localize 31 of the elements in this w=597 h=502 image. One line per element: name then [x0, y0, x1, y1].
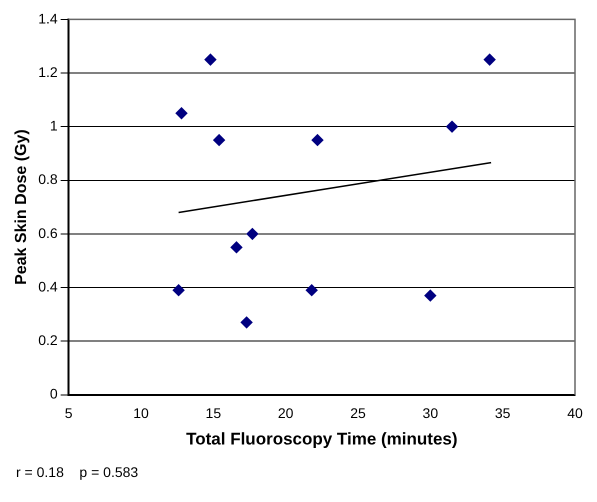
x-tick-label: 20 [278, 405, 294, 422]
point [306, 284, 318, 296]
x-tick-label: 15 [206, 405, 222, 422]
y-tick-label: 0.8 [38, 171, 58, 188]
y-tick-label: 0 [50, 386, 58, 402]
point [424, 290, 436, 302]
x-tick-label: 25 [350, 405, 366, 422]
text: r = 0.18 p = 0.583 [16, 464, 140, 480]
point [213, 134, 226, 146]
point [240, 316, 253, 328]
y-tick-label: 1 [50, 118, 58, 134]
y-tick-label: 1.4 [38, 10, 58, 26]
x-tick-label: 30 [422, 405, 438, 422]
point [246, 228, 258, 240]
point [230, 241, 242, 254]
y-tick-label: 0.4 [38, 278, 58, 294]
x-tick-label: 35 [494, 405, 511, 422]
y-tick-label: 0.6 [38, 224, 58, 241]
x-tick-label: 40 [567, 405, 583, 422]
y-tick-label: 1.2 [38, 64, 58, 80]
point [311, 134, 324, 146]
point [176, 107, 188, 120]
x-tick-label: 5 [64, 405, 73, 422]
y-axis-title: Peak Skin Dose (Gy) [13, 129, 30, 285]
x-tick-label: 10 [133, 405, 149, 422]
point [204, 54, 216, 66]
point [446, 120, 458, 133]
point [484, 54, 496, 66]
y-tick-label: 0.2 [38, 332, 58, 348]
x-axis-title: Total Fluoroscopy Time (minutes) [186, 429, 458, 448]
point [172, 284, 185, 296]
